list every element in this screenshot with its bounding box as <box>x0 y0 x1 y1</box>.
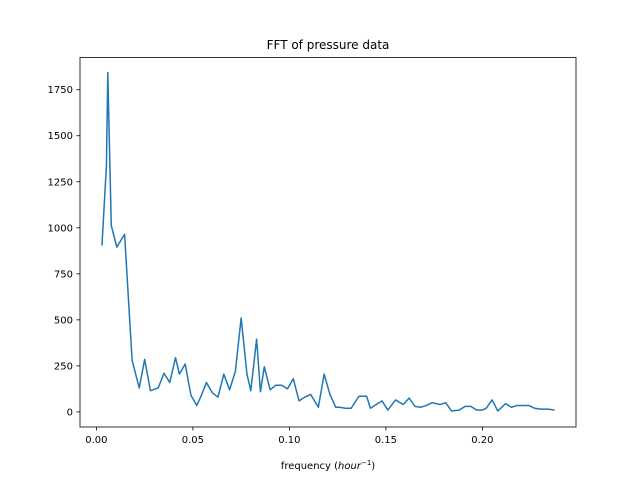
y-tick-label: 250 <box>54 361 73 372</box>
x-axis-label: frequency (hour−1) <box>281 459 375 472</box>
y-tick-label: 1250 <box>48 177 73 188</box>
y-tick-label: 750 <box>54 269 73 280</box>
x-tick-label: 0.05 <box>182 435 204 446</box>
fft-series-line <box>101 71 555 412</box>
chart-title: FFT of pressure data <box>267 38 390 52</box>
x-tick-label: 0.00 <box>85 435 107 446</box>
y-tick-label: 0 <box>67 407 73 418</box>
y-tick-label: 1750 <box>48 85 73 96</box>
y-tick-label: 500 <box>54 315 73 326</box>
x-axis: 0.00 0.05 0.10 0.15 0.20 <box>85 427 494 446</box>
plot-area <box>101 71 555 412</box>
x-tick-label: 0.15 <box>375 435 397 446</box>
y-tick-label: 1000 <box>48 223 73 234</box>
x-tick-label: 0.20 <box>471 435 493 446</box>
y-tick-label: 1500 <box>48 131 73 142</box>
axes-frame <box>79 57 577 428</box>
y-axis: 0 250 500 750 1000 1250 1500 1750 <box>48 85 80 418</box>
x-tick-label: 0.10 <box>278 435 300 446</box>
